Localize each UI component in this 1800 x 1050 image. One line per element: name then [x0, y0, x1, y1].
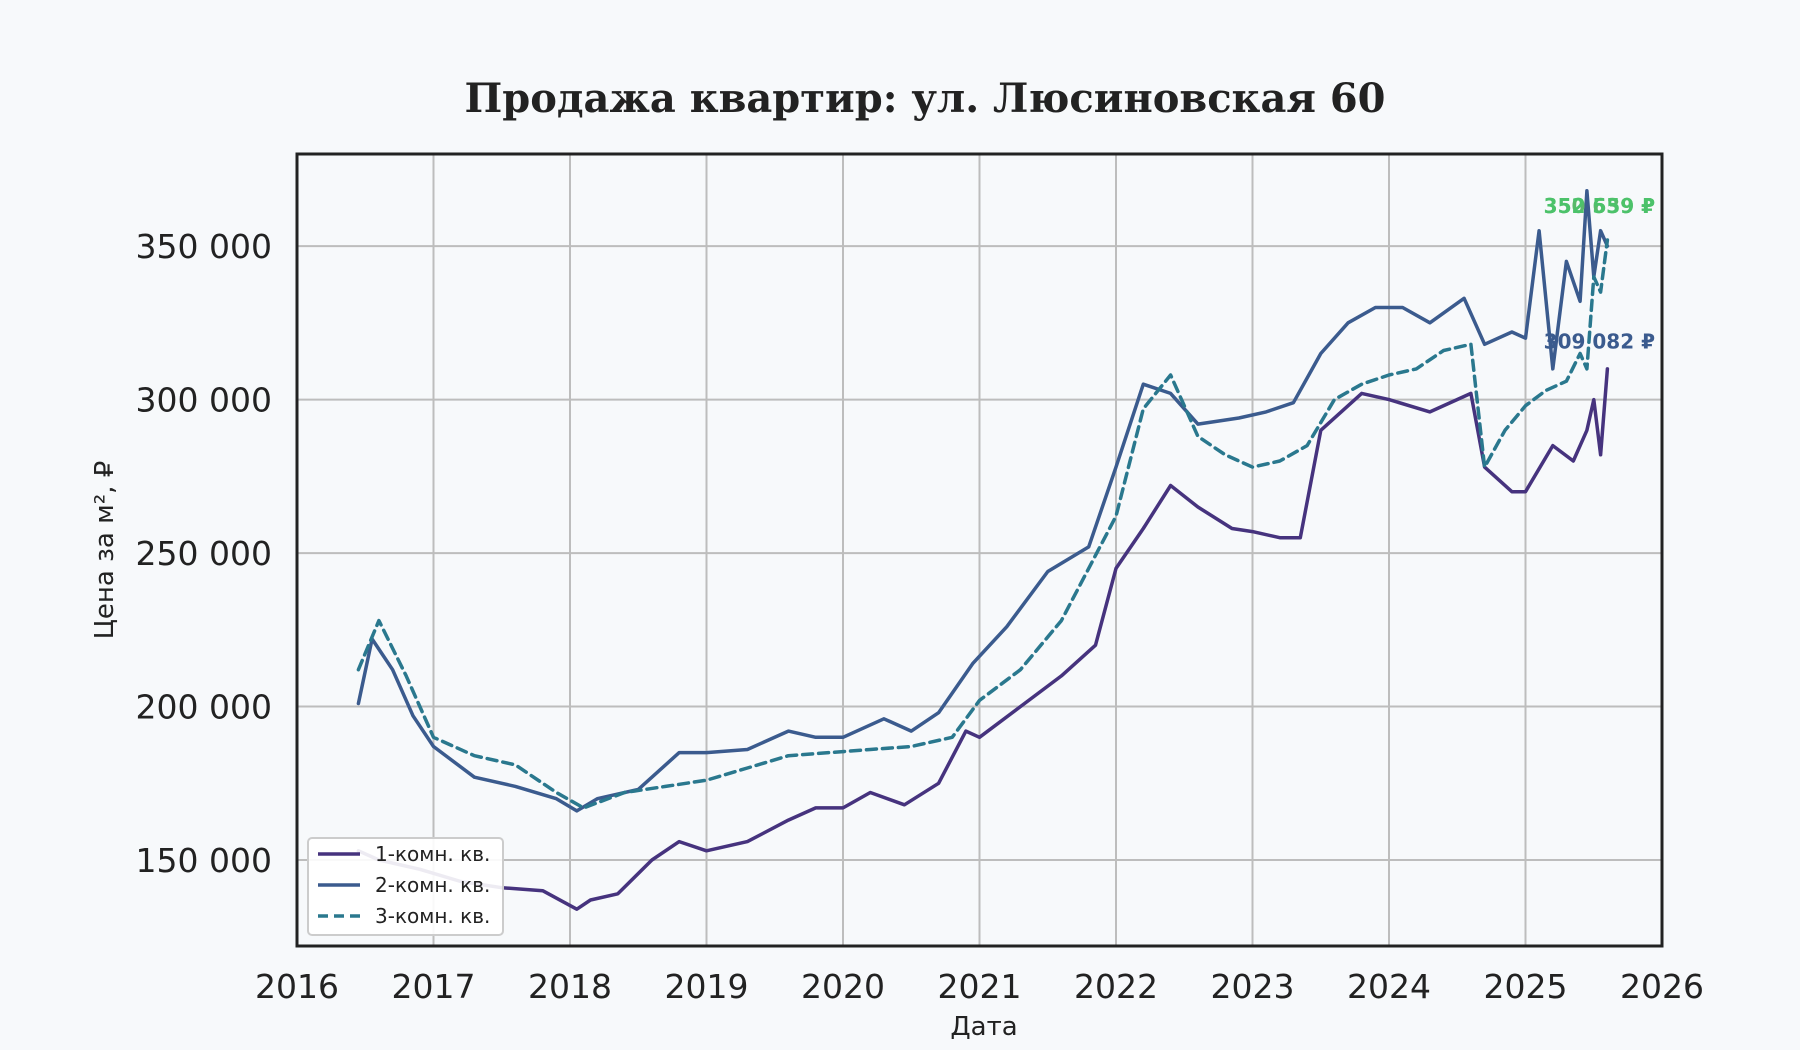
legend-label: 3-комн. кв. — [375, 904, 490, 928]
x-tick-label: 2020 — [801, 967, 885, 1006]
end-value-label: 352 559 ₽ — [1544, 194, 1655, 218]
axis-ticks: 2016 2017 2018 2019 2020 2021 2022 2023 2024 2025… — [136, 227, 1704, 1006]
series-line-3 — [356, 238, 1610, 810]
grid — [296, 154, 1663, 946]
end-value-label: 309 082 ₽ — [1544, 329, 1655, 353]
y-tick-label: 200 000 — [136, 688, 272, 727]
plot-frame — [295, 152, 1664, 948]
end-labels: 350 639 ₽352 559 ₽ 309 082 ₽ — [1544, 194, 1655, 353]
x-axis-label: Дата — [950, 1012, 1017, 1042]
y-axis-label: Цена за м², ₽ — [90, 461, 120, 640]
x-tick-label: 2024 — [1347, 967, 1431, 1006]
legend-box — [307, 837, 504, 936]
end-value-label: 350 639 ₽ — [1544, 194, 1655, 218]
plot-lines — [356, 189, 1610, 911]
y-tick-label: 350 000 — [136, 227, 272, 266]
x-tick-label: 2021 — [938, 967, 1022, 1006]
series-line-2 — [356, 189, 1610, 813]
chart-title: Продажа квартир: ул. Люсиновская 60 — [464, 75, 1385, 122]
series-line-1 — [356, 367, 1610, 911]
x-tick-label: 2026 — [1620, 967, 1704, 1006]
legend-label: 2-комн. кв. — [375, 873, 490, 897]
y-tick-label: 300 000 — [136, 381, 272, 420]
y-tick-label: 250 000 — [136, 534, 272, 573]
x-tick-label: 2019 — [665, 967, 749, 1006]
legend: 1-комн. кв. 2-комн. кв. 3-комн. кв. — [307, 837, 504, 936]
x-tick-label: 2018 — [528, 967, 612, 1006]
x-tick-label: 2016 — [255, 967, 339, 1006]
x-tick-label: 2025 — [1484, 967, 1568, 1006]
legend-label: 1-комн. кв. — [375, 842, 490, 866]
x-tick-label: 2023 — [1211, 967, 1295, 1006]
y-tick-label: 150 000 — [136, 841, 272, 880]
x-tick-label: 2022 — [1074, 967, 1158, 1006]
x-tick-label: 2017 — [392, 967, 476, 1006]
